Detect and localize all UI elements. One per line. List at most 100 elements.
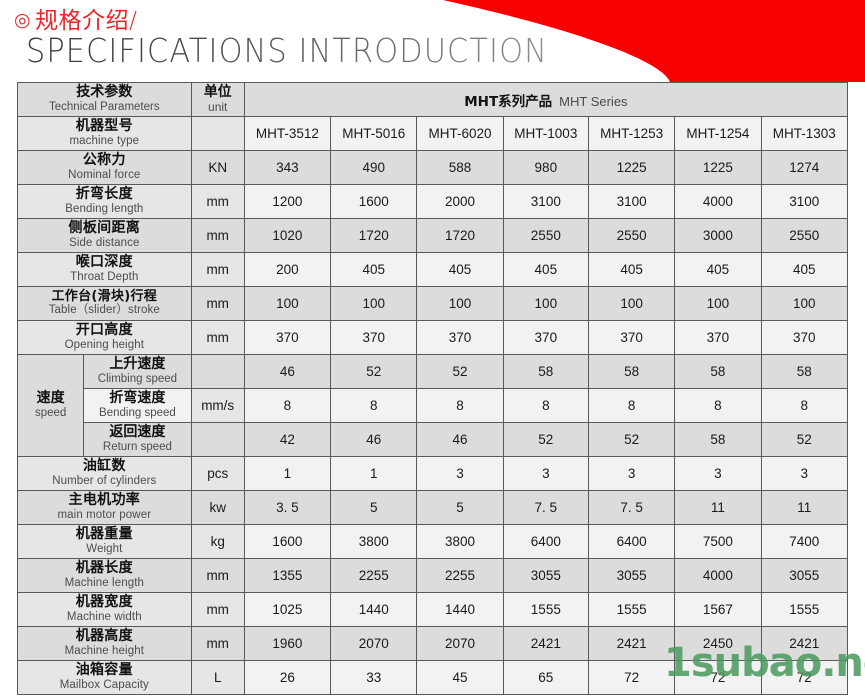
table-cell: 3	[416, 456, 504, 491]
table-cell: 4000	[674, 558, 762, 593]
speed-group-cn: 速度	[36, 390, 65, 407]
table-cell: 42	[243, 422, 332, 457]
table-cell: 52	[587, 422, 676, 457]
row-parameter-label: 机器型号 machine type	[17, 116, 192, 151]
table-cell: 4000	[674, 184, 762, 219]
table-cell: 100	[502, 286, 589, 321]
table-cell: 370	[502, 320, 589, 355]
row-parameter-label: 公称力 Nominal force	[17, 150, 192, 185]
table-cell: 3	[760, 456, 849, 491]
row-unit: kg	[190, 524, 245, 559]
table-cell: 588	[416, 150, 504, 185]
row-parameter-label: 折弯长度 Bending length	[17, 184, 192, 219]
table-cell: 490	[330, 150, 418, 185]
row-parameter-label: 油缸数 Number of cylinders	[17, 456, 192, 491]
table-cell: 8	[416, 388, 504, 423]
table-cell: 45	[416, 660, 504, 695]
table-cell: 1025	[243, 592, 332, 627]
row-parameter-en: Bending length	[65, 202, 144, 215]
row-unit: mm	[190, 558, 245, 593]
table-row: 油缸数 Number of cylinders pcs 1 1 3 3 3 3 3	[17, 456, 849, 491]
row-parameter-cn: 工作台(滑块)行程	[51, 288, 158, 304]
speed-unit-empty	[190, 354, 245, 389]
row-parameter-cn: 机器长度	[75, 560, 133, 577]
table-cell: 1600	[330, 184, 418, 219]
page-title-en: SPECIFICATIONS INTRODUCTION	[26, 31, 548, 70]
row-parameter-label: 机器重量 Weight	[17, 524, 192, 559]
row-parameter-en: machine type	[69, 134, 140, 147]
table-row: 机器型号 machine type MHT-3512 MHT-5016 MHT-6020…	[17, 116, 849, 151]
speed-unit-empty	[190, 422, 245, 457]
table-cell: 3055	[760, 558, 849, 593]
table-cell: 405	[330, 252, 418, 287]
row-parameter-cn: 开口高度	[75, 322, 133, 339]
table-cell: MHT-1303	[760, 116, 849, 151]
table-cell: 2550	[587, 218, 676, 253]
table-cell: 2000	[416, 184, 504, 219]
table-cell: 200	[243, 252, 332, 287]
row-parameter-en: Side distance	[69, 236, 140, 249]
row-parameter-label: 喉口深度 Throat Depth	[17, 252, 192, 287]
row-parameter-en: Nominal force	[68, 168, 141, 181]
table-cell: 1225	[587, 150, 676, 185]
row-parameter-en: Weight	[86, 542, 123, 555]
table-cell: 3100	[760, 184, 849, 219]
table-cell: 1960	[243, 626, 332, 661]
table-cell: 1720	[330, 218, 418, 253]
row-parameter-cn: 公称力	[82, 152, 126, 169]
table-row-speed: 返回速度 Return speed 42 46 46 52 52 58 52	[18, 422, 849, 457]
table-row: 折弯长度 Bending length mm 1200 1600 2000 3100 3100…	[17, 184, 849, 219]
table-cell: 3	[502, 456, 589, 491]
series-title-en: MHT Series	[559, 93, 628, 109]
table-row: 喉口深度 Throat Depth mm 200 405 405 405 405 405 405	[17, 252, 849, 287]
header-cell-series: MHT系列产品 MHT Series	[243, 82, 849, 117]
table-cell: 3	[587, 456, 676, 491]
table-cell: 2255	[416, 558, 504, 593]
speed-subrow-en: Bending speed	[99, 406, 176, 419]
table-cell: 1	[243, 456, 332, 491]
table-cell: 7. 5	[502, 490, 589, 525]
row-parameter-cn: 油缸数	[82, 458, 126, 475]
table-cell: 58	[502, 354, 589, 389]
row-parameter-en: main motor power	[57, 508, 152, 521]
speed-subrow-cn: 折弯速度	[109, 390, 166, 407]
table-cell: 405	[674, 252, 762, 287]
table-cell: 100	[674, 286, 762, 321]
row-unit: kw	[190, 490, 245, 525]
speed-group-label: 速度 speed	[16, 354, 85, 457]
table-cell: 370	[674, 320, 762, 355]
table-cell: 1355	[243, 558, 332, 593]
table-cell: 3055	[502, 558, 589, 593]
row-parameter-cn: 机器型号	[75, 118, 133, 135]
row-parameter-en: Number of cylinders	[52, 474, 157, 487]
table-cell: 370	[416, 320, 504, 355]
speed-subrow-cn: 返回速度	[109, 424, 166, 441]
page-banner: ◎ 规格介绍/ SPECIFICATIONS INTRODUCTION	[0, 0, 865, 82]
table-cell: 65	[502, 660, 589, 695]
table-row: 主电机功率 main motor power kw 3. 5 5 5 7. 5 7. 5 11 1…	[17, 490, 849, 525]
table-cell: 980	[502, 150, 589, 185]
table-cell: 58	[760, 354, 849, 389]
row-parameter-en: Machine length	[64, 576, 144, 589]
table-cell: 8	[760, 388, 849, 423]
table-cell: 52	[416, 354, 504, 389]
table-cell: 7400	[760, 524, 849, 559]
table-cell: 405	[760, 252, 849, 287]
header-cell-parameters: 技术参数 Technical Parameters	[17, 82, 192, 117]
title-cn-text: 规格介绍	[35, 8, 130, 34]
table-cell: 2450	[674, 626, 762, 661]
table-cell: 2070	[330, 626, 418, 661]
row-unit: pcs	[190, 456, 245, 491]
table-cell: 11	[674, 490, 762, 525]
table-cell: 405	[416, 252, 504, 287]
table-cell: 46	[243, 354, 332, 389]
header-param-en: Technical Parameters	[49, 100, 160, 113]
row-unit: mm	[190, 252, 245, 287]
table-cell: 2550	[502, 218, 589, 253]
table-cell: 8	[243, 388, 332, 423]
table-cell: 52	[502, 422, 589, 457]
table-cell: 1555	[587, 592, 676, 627]
table-cell: 343	[243, 150, 332, 185]
table-cell: MHT-1253	[587, 116, 676, 151]
table-row: 侧板间距离 Side distance mm 1020 1720 1720 2550 2550…	[17, 218, 849, 253]
